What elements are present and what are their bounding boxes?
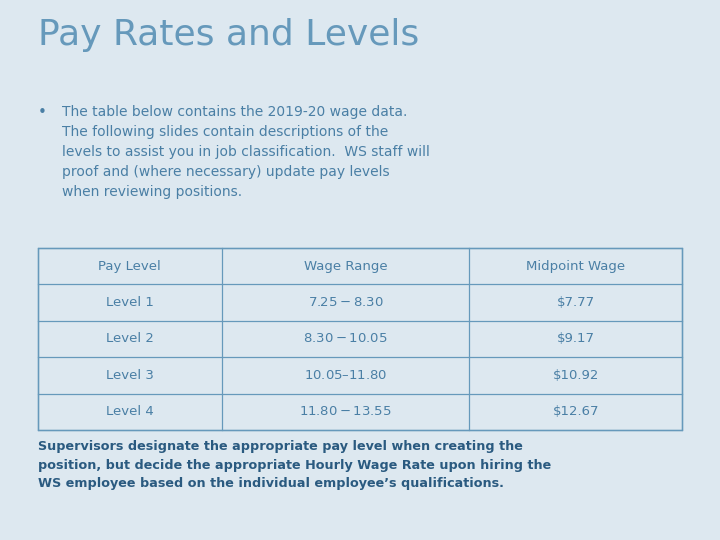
Text: •: • xyxy=(38,105,47,120)
Text: $7.77: $7.77 xyxy=(557,296,595,309)
Text: $8.30 - $10.05: $8.30 - $10.05 xyxy=(303,333,388,346)
Text: $12.67: $12.67 xyxy=(552,406,599,419)
Text: Pay Level: Pay Level xyxy=(99,260,161,273)
Text: $9.17: $9.17 xyxy=(557,333,595,346)
Text: $10.92: $10.92 xyxy=(552,369,599,382)
Text: The table below contains the 2019-20 wage data.
The following slides contain des: The table below contains the 2019-20 wag… xyxy=(62,105,430,199)
Text: Pay Rates and Levels: Pay Rates and Levels xyxy=(38,18,419,52)
Text: Wage Range: Wage Range xyxy=(304,260,387,273)
Text: Level 4: Level 4 xyxy=(106,406,153,419)
Text: Midpoint Wage: Midpoint Wage xyxy=(526,260,625,273)
Text: Level 2: Level 2 xyxy=(106,333,153,346)
Text: $11.80 - $13.55: $11.80 - $13.55 xyxy=(300,406,392,419)
Bar xyxy=(38,248,682,430)
Text: Level 1: Level 1 xyxy=(106,296,153,309)
Text: Supervisors designate the appropriate pay level when creating the
position, but : Supervisors designate the appropriate pa… xyxy=(38,440,552,490)
Text: Level 3: Level 3 xyxy=(106,369,153,382)
Text: $7.25 - $8.30: $7.25 - $8.30 xyxy=(307,296,383,309)
Text: $10.05 – $11.80: $10.05 – $11.80 xyxy=(304,369,387,382)
